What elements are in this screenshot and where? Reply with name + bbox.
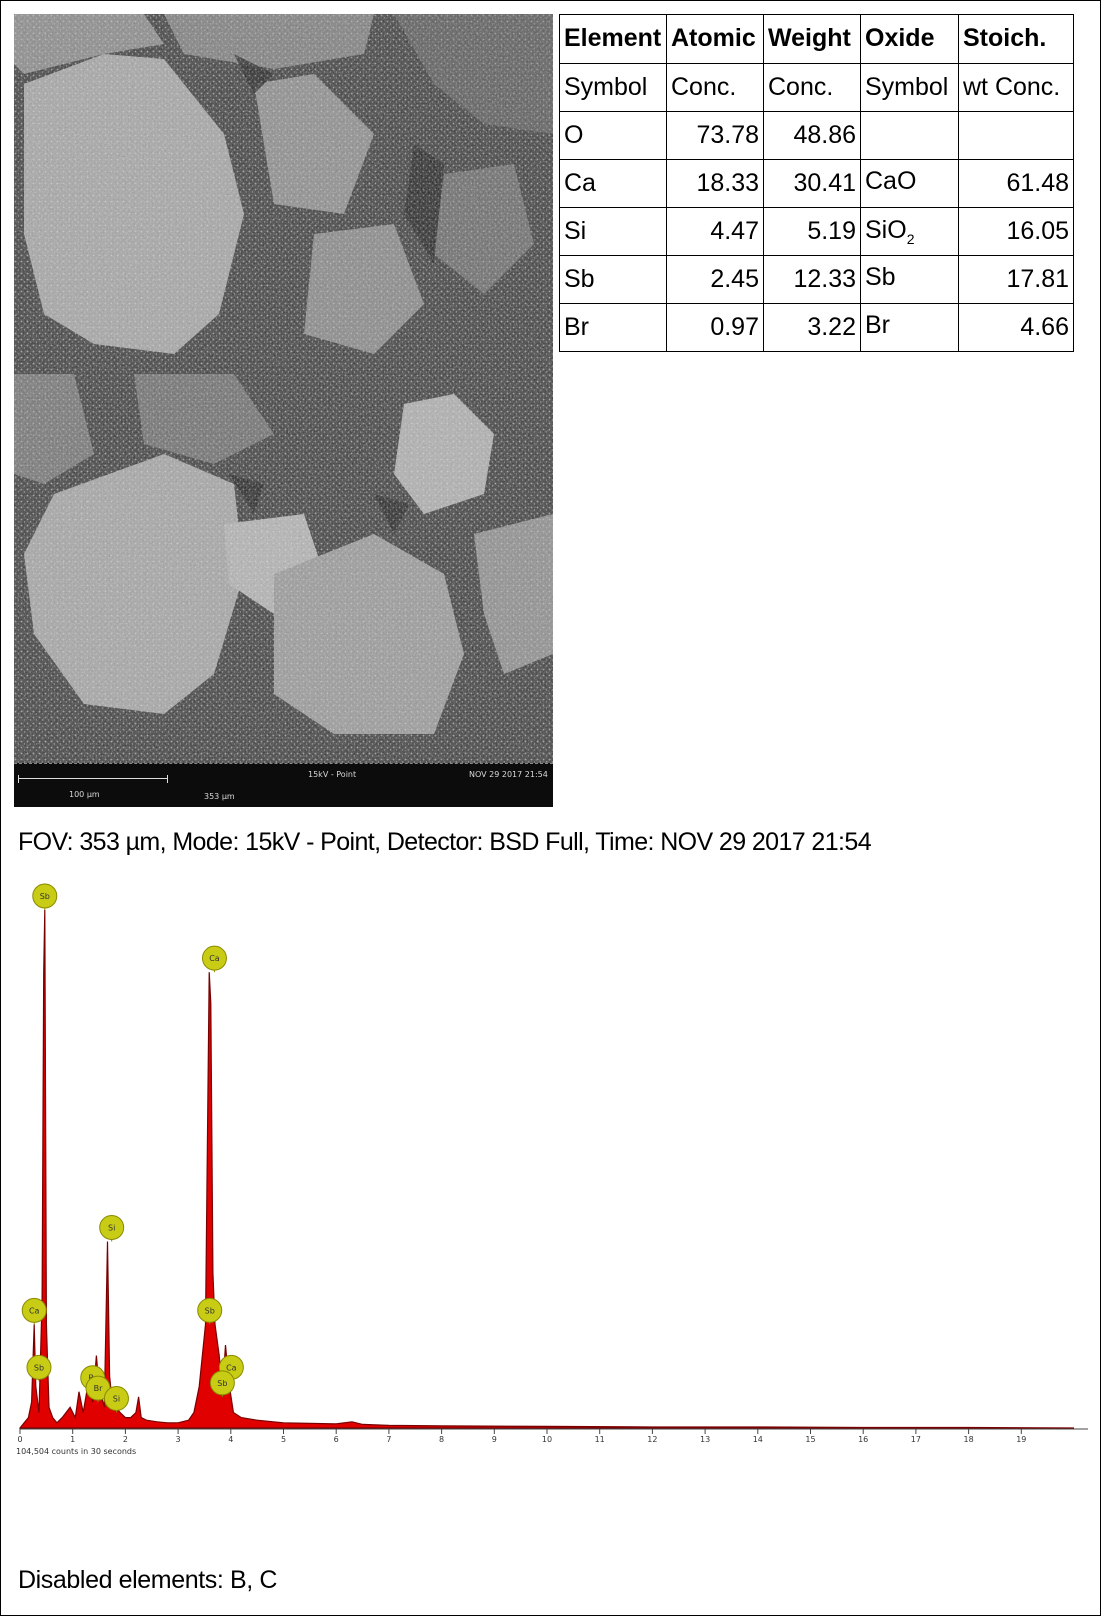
timestamp-label: NOV 29 2017 21:54 <box>469 770 548 779</box>
header-stoich-sub: wt Conc. <box>958 63 1074 112</box>
header-element-sub: Symbol <box>559 63 667 112</box>
x-tick-label: 17 <box>911 1435 921 1444</box>
cell-atomic: 4.47 <box>666 207 764 256</box>
x-tick-label: 15 <box>805 1435 815 1444</box>
peak-marker-label: Ca <box>209 954 220 963</box>
peak-marker <box>32 883 58 909</box>
cell-element: Sb <box>559 255 667 304</box>
x-tick-label: 10 <box>542 1435 552 1444</box>
peak-marker-label: Ca <box>29 1306 40 1315</box>
peak-marker <box>103 1385 129 1411</box>
cell-stoich: 16.05 <box>958 207 1074 256</box>
cell-oxide: CaO <box>860 159 959 208</box>
peak-marker-label: Si <box>113 1394 120 1403</box>
spectrum-series-area <box>18 909 1075 1429</box>
x-tick-label: 18 <box>964 1435 974 1444</box>
composition-table: Element Atomic Weight Oxide Stoich. Symb… <box>559 14 1074 352</box>
x-tick-label: 16 <box>858 1435 868 1444</box>
header-element: Element <box>559 14 667 64</box>
scale-label: 100 µm <box>69 790 100 799</box>
peak-marker <box>209 1370 235 1396</box>
peak-marker-label: Ca <box>226 1363 237 1372</box>
cell-stoich: 17.81 <box>958 255 1074 304</box>
cell-element: Ca <box>559 159 667 208</box>
x-tick-label: 7 <box>386 1435 391 1444</box>
x-tick-label: 19 <box>1016 1435 1026 1444</box>
spectrum-axis-layer: 0 1 2 3 4 5 6 7 8 9 10 11 12 13 14 15 16 17 18 19 <box>17 1428 1088 1444</box>
peak-marker-label: Sb <box>40 892 50 901</box>
cell-weight: 3.22 <box>763 303 861 352</box>
cell-stoich: 61.48 <box>958 159 1074 208</box>
disabled-elements-note: Disabled elements: B, C <box>18 1566 277 1594</box>
cell-element: O <box>559 111 667 160</box>
cell-oxide <box>860 111 959 160</box>
cell-weight: 5.19 <box>763 207 861 256</box>
header-atomic: Atomic <box>666 14 764 64</box>
peak-marker <box>26 1354 52 1380</box>
cell-oxide: Sb <box>860 255 959 304</box>
header-weight-sub: Conc. <box>763 63 861 112</box>
cell-atomic: 2.45 <box>666 255 764 304</box>
cell-weight: 30.41 <box>763 159 861 208</box>
scale-bar <box>18 775 168 783</box>
sem-texture <box>14 14 553 763</box>
header-oxide-sub: Symbol <box>860 63 959 112</box>
x-tick-label: 11 <box>595 1435 605 1444</box>
cell-oxide: SiO2 <box>860 207 959 256</box>
cell-element: Br <box>559 303 667 352</box>
spectrum-markers-layer: SbCaCaSbSiSbBrBrSiCaSb <box>21 883 244 1413</box>
eds-spectrum-chart: 0 1 2 3 4 5 6 7 8 9 10 11 12 13 14 15 16 17 18 19 Sb Ca Ca Sb S… <box>14 883 1089 1520</box>
x-tick-label: 3 <box>176 1435 181 1444</box>
x-tick-label: 14 <box>753 1435 763 1444</box>
x-tick-label: 6 <box>334 1435 339 1444</box>
x-tick-label: 12 <box>647 1435 657 1444</box>
cell-weight: 12.33 <box>763 255 861 304</box>
peak-marker-label: Sb <box>34 1363 44 1372</box>
cell-weight: 48.86 <box>763 111 861 160</box>
image-caption: FOV: 353 µm, Mode: 15kV - Point, Detecto… <box>18 828 872 856</box>
peak-marker <box>201 945 227 971</box>
table-row: Br 0.97 3.22 Br 4.66 <box>559 303 1074 352</box>
x-tick-label: 0 <box>17 1435 22 1444</box>
cell-atomic: 18.33 <box>666 159 764 208</box>
cell-atomic: 73.78 <box>666 111 764 160</box>
x-tick-label: 13 <box>700 1435 710 1444</box>
peak-marker <box>99 1215 125 1241</box>
fov-label: 353 µm <box>204 792 235 801</box>
peak-marker-label: Si <box>108 1224 115 1233</box>
peak-marker <box>197 1297 223 1323</box>
header-weight: Weight <box>763 14 861 64</box>
mode-label: 15kV - Point <box>308 770 357 779</box>
cell-atomic: 0.97 <box>666 303 764 352</box>
x-tick-label: 9 <box>492 1435 497 1444</box>
spectrum-area-layer <box>18 909 1075 1429</box>
x-tick-label: 4 <box>228 1435 233 1444</box>
header-atomic-sub: Conc. <box>666 63 764 112</box>
cell-stoich: 4.66 <box>958 303 1074 352</box>
cell-stoich <box>958 111 1074 160</box>
header-oxide: Oxide <box>860 14 959 64</box>
spectrum-svg: 0 1 2 3 4 5 6 7 8 9 10 11 12 13 14 15 16 17 18 19 SbCaCaSbS… <box>16 883 1088 1456</box>
sem-info-bar: 100 µm 353 µm 15kV - Point NOV 29 2017 2… <box>14 763 553 807</box>
table-row-units: Symbol Conc. Conc. Symbol wt Conc. <box>559 63 1074 112</box>
x-tick-label: 1 <box>70 1435 75 1444</box>
x-tick-label: 8 <box>439 1435 444 1444</box>
peak-marker-label: Sb <box>205 1306 215 1315</box>
x-tick-label: 5 <box>281 1435 286 1444</box>
table-row: Ca 18.33 30.41 CaO 61.48 <box>559 159 1074 208</box>
peak-marker-label: Sb <box>217 1379 227 1388</box>
table-row: Si 4.47 5.19 SiO2 16.05 <box>559 207 1074 256</box>
x-tick-label: 2 <box>123 1435 128 1444</box>
cell-oxide: Br <box>860 303 959 352</box>
peak-marker <box>21 1297 47 1323</box>
table-row: O 73.78 48.86 <box>559 111 1074 160</box>
header-stoich: Stoich. <box>958 14 1074 64</box>
sem-micrograph: 100 µm 353 µm 15kV - Point NOV 29 2017 2… <box>14 14 553 807</box>
cell-element: Si <box>559 207 667 256</box>
table-header-row: Element Atomic Weight Oxide Stoich. <box>559 14 1074 64</box>
counts-label: 104,504 counts in 30 seconds <box>16 1447 136 1456</box>
peak-marker-label: Br <box>94 1384 103 1393</box>
table-row: Sb 2.45 12.33 Sb 17.81 <box>559 255 1074 304</box>
